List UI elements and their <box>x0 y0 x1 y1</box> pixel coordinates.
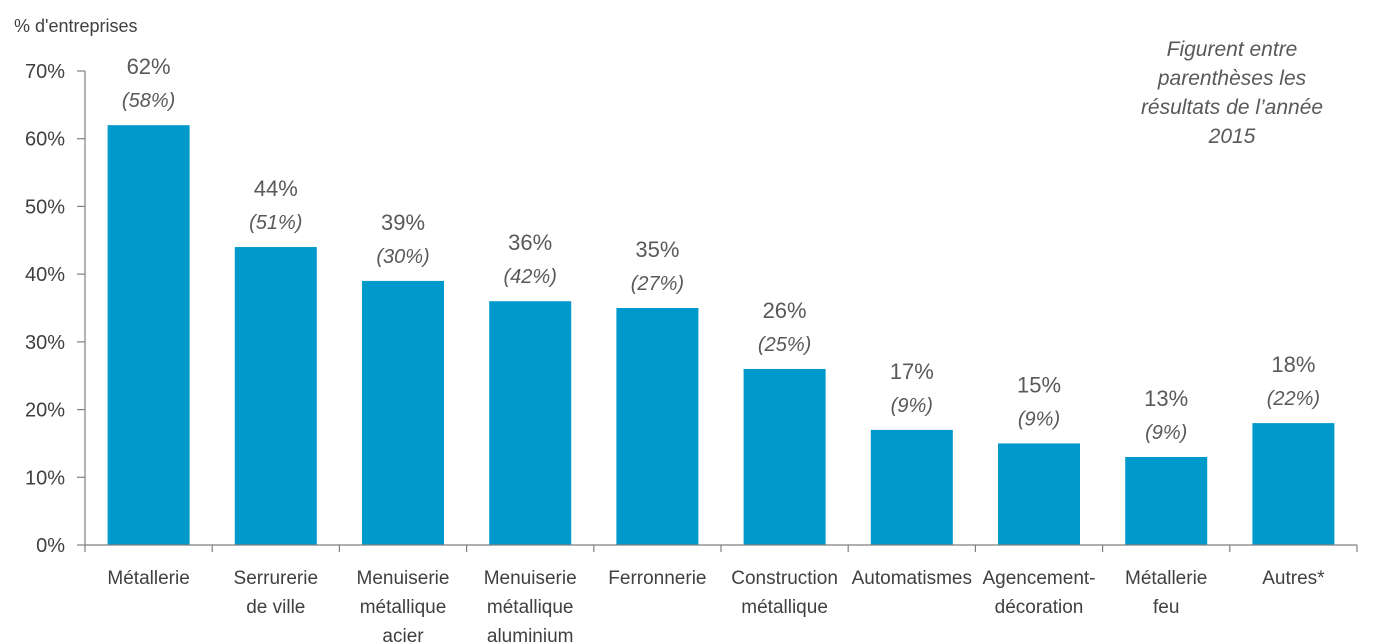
x-category-label: Agencement-décoration <box>982 568 1095 618</box>
previous-year-label: (22%) <box>1267 388 1320 410</box>
x-category-label: Construction métallique <box>731 568 838 618</box>
bar <box>234 247 317 546</box>
y-tick-label: 60% <box>25 129 65 151</box>
y-tick-label: 30% <box>25 332 65 354</box>
y-tick-label: 10% <box>25 467 65 489</box>
bars-group <box>107 125 1335 546</box>
y-axis-title: % d'entreprises <box>14 16 138 36</box>
value-label: 13% <box>1144 386 1188 411</box>
x-category-label: Automatismes <box>852 568 972 589</box>
x-category-label: Serrurerie de ville <box>234 568 318 618</box>
value-label: 62% <box>127 54 171 79</box>
value-label: 35% <box>635 237 679 262</box>
previous-year-label: (58%) <box>122 90 175 112</box>
previous-year-label: (9%) <box>891 395 933 417</box>
previous-year-label: (42%) <box>504 266 557 288</box>
value-label: 17% <box>890 359 934 384</box>
x-category-label: Menuiserie métallique acier <box>357 568 450 643</box>
bar <box>743 368 826 545</box>
y-tick-label: 50% <box>25 196 65 218</box>
chart-note: Figurent entre parenthèses les résultats d… <box>1141 38 1323 148</box>
x-category-label: Menuiserie métallique aluminium <box>484 568 577 643</box>
y-tick-label: 70% <box>25 61 65 83</box>
value-label: 44% <box>254 176 298 201</box>
y-axis: 0% 10% 20% 30% 40% 50% 60% 70% <box>25 61 86 557</box>
bar <box>616 308 699 545</box>
value-label: 15% <box>1017 372 1061 397</box>
previous-year-label: (9%) <box>1018 408 1060 430</box>
previous-year-label: (25%) <box>758 334 811 356</box>
bar <box>870 429 953 545</box>
bar <box>998 443 1080 545</box>
x-category-label: Métallerie <box>107 568 189 589</box>
y-tick-label: 0% <box>36 535 65 557</box>
y-tick-label: 40% <box>25 264 65 286</box>
bar <box>1125 456 1208 545</box>
value-label: 26% <box>763 298 807 323</box>
bar <box>1252 423 1335 545</box>
previous-year-label: (27%) <box>631 273 684 295</box>
previous-year-label: (9%) <box>1145 422 1187 444</box>
value-label: 18% <box>1271 352 1315 377</box>
data-labels-group: 62% (58%) 44% (51%) 39% (30%) 36% (42%) 35% (27%)… <box>122 54 1320 444</box>
x-axis: Métallerie Serrurerie de ville Menuiserie mé… <box>84 544 1358 643</box>
previous-year-label: (51%) <box>249 212 302 234</box>
bar <box>362 280 444 545</box>
x-category-label: Ferronnerie <box>608 568 706 589</box>
bar <box>107 125 190 546</box>
value-label: 39% <box>381 210 425 235</box>
x-category-label: Autres* <box>1262 568 1325 589</box>
previous-year-label: (30%) <box>376 246 429 268</box>
y-tick-label: 20% <box>25 400 65 422</box>
bar <box>489 301 572 545</box>
value-label: 36% <box>508 230 552 255</box>
x-category-label: Métallerie feu <box>1125 568 1207 618</box>
